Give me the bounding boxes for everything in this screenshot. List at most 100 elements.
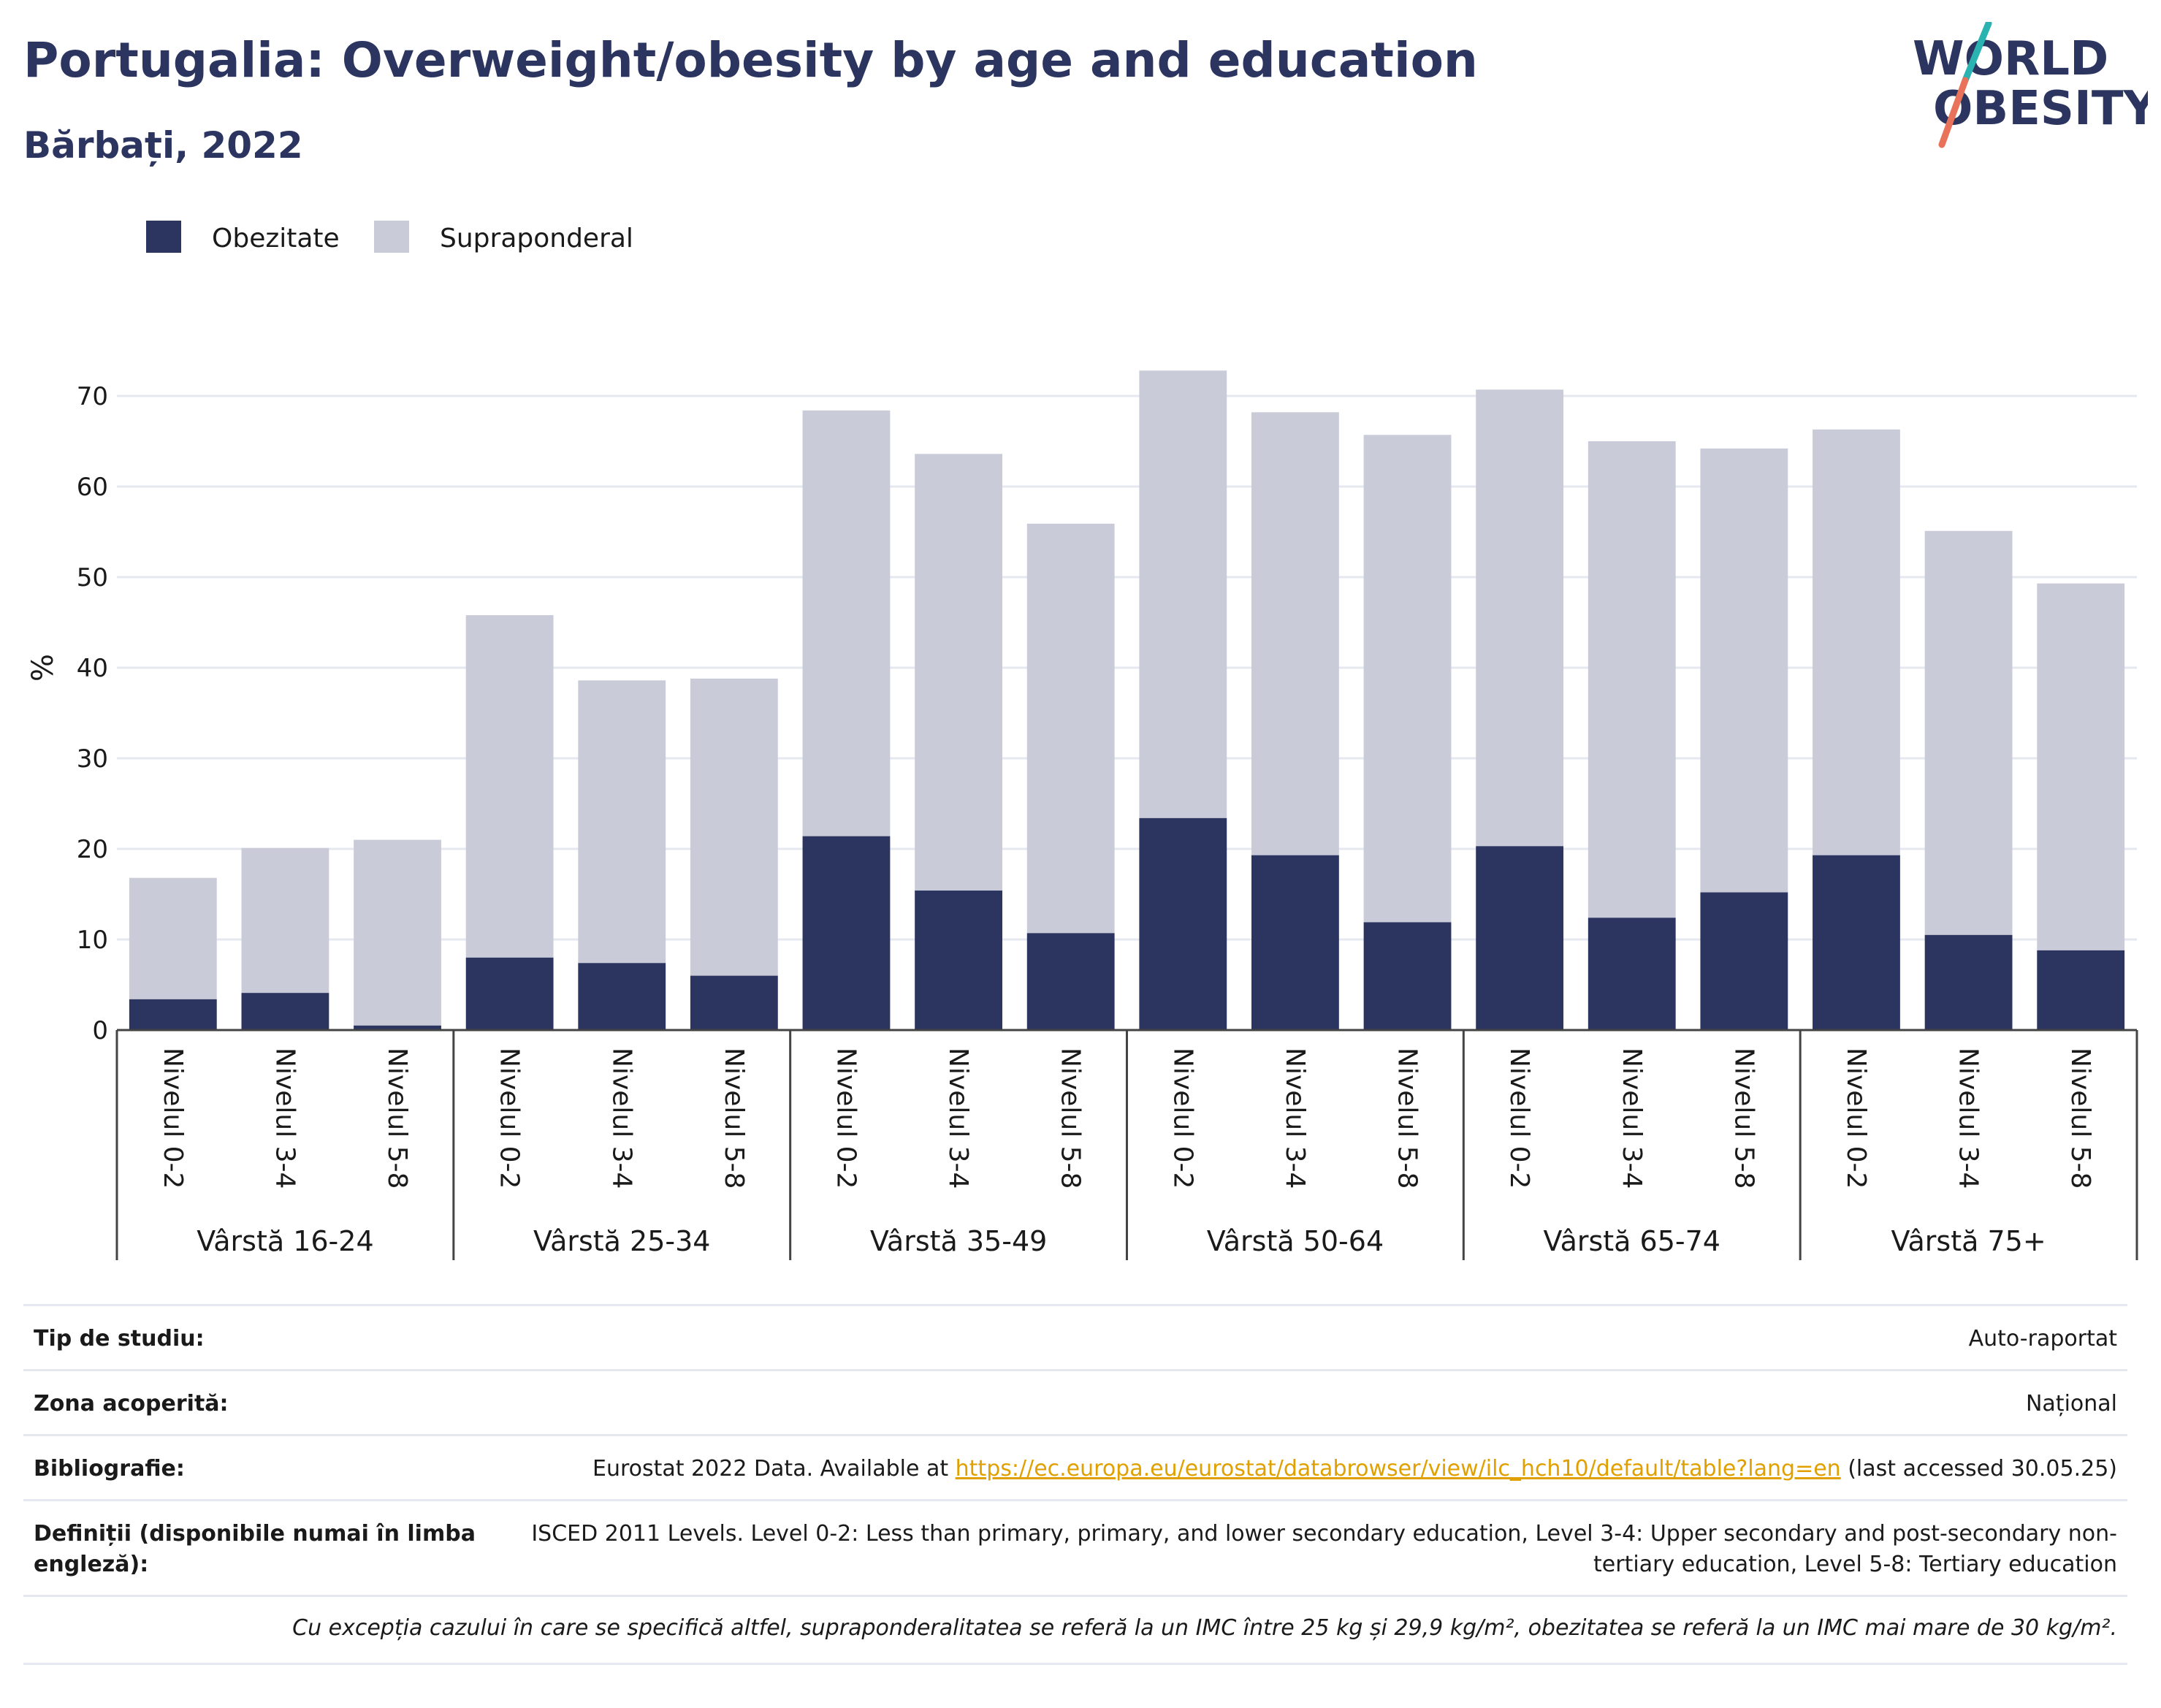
x-tick-label: Nivelul 3-4 <box>270 1048 300 1189</box>
x-tick-label: Nivelul 0-2 <box>831 1048 861 1189</box>
bar-obezitate <box>1476 846 1564 1030</box>
legend-swatch <box>146 221 181 253</box>
group-label: Vârstă 25-34 <box>533 1225 710 1257</box>
x-tick-label: Nivelul 5-8 <box>2065 1048 2095 1189</box>
x-tick-label: Nivelul 5-8 <box>719 1048 749 1189</box>
bar-obezitate <box>1139 817 1227 1030</box>
y-tick-label: 30 <box>77 744 108 774</box>
x-tick-label: Nivelul 0-2 <box>1504 1048 1534 1189</box>
bar-obezitate <box>2037 950 2125 1030</box>
bar-obezitate <box>1026 933 1115 1030</box>
y-tick-label: 20 <box>77 835 108 864</box>
bar-supraponderal <box>1251 412 1339 855</box>
info-value: Auto-raportat <box>1968 1326 2117 1351</box>
info-label: Definiții (disponibile numai în limba en… <box>34 1521 476 1577</box>
bar-obezitate <box>465 957 554 1030</box>
bar-supraponderal <box>1924 530 2013 935</box>
bar-obezitate <box>354 1025 441 1030</box>
info-row: Bibliografie: Eurostat 2022 Data. Availab… <box>23 1434 2127 1499</box>
bar-obezitate <box>1813 855 1900 1030</box>
bar-supraponderal <box>1588 441 1676 918</box>
chart-title: Portugalia: Overweight/obesity by age an… <box>23 32 1478 88</box>
x-tick-label: Nivelul 0-2 <box>495 1048 525 1189</box>
bar-supraponderal <box>690 678 778 976</box>
x-tick-label: Nivelul 0-2 <box>158 1048 188 1189</box>
bar-supraponderal <box>1363 435 1452 923</box>
y-axis-label: % <box>26 654 60 682</box>
bar-supraponderal <box>241 847 329 994</box>
x-axis: Nivelul 0-2 Nivelul 3-4 Nivelul 5-8 Vârstă … <box>115 1029 2138 1260</box>
bar-obezitate <box>1363 922 1452 1030</box>
bar-supraponderal <box>578 680 666 964</box>
group-label: Vârstă 65-74 <box>1544 1225 1720 1257</box>
y-tick-label: 10 <box>77 926 108 955</box>
bar-obezitate <box>1588 918 1676 1030</box>
bar-obezitate <box>1924 934 2013 1030</box>
group-label: Vârstă 75+ <box>1891 1225 2046 1257</box>
legend-label: Supraponderal <box>440 224 633 253</box>
info-label: Zona acoperită: <box>34 1391 229 1417</box>
info-table: Tip de studiu: Auto-raportat Zona acoperit… <box>23 1304 2127 1665</box>
x-tick-label: Nivelul 5-8 <box>1056 1048 1086 1189</box>
bars <box>129 370 2125 1030</box>
x-tick-label: Nivelul 0-2 <box>1841 1048 1871 1189</box>
footnote: Cu excepția cazului în care se specifică… <box>23 1595 2127 1665</box>
info-label: Tip de studiu: <box>34 1326 205 1351</box>
bar-supraponderal <box>1026 523 1115 934</box>
x-tick-label: Nivelul 3-4 <box>1617 1048 1647 1189</box>
bar-obezitate <box>578 963 666 1030</box>
bar-supraponderal <box>1813 429 1900 855</box>
info-row: Zona acoperită: Național <box>23 1369 2127 1434</box>
y-tick-label: 70 <box>77 382 108 411</box>
info-row: Definiții (disponibile numai în limba en… <box>23 1499 2127 1595</box>
info-label: Bibliografie: <box>34 1456 185 1482</box>
bar-obezitate <box>1700 892 1788 1030</box>
bar-supraponderal <box>1139 370 1227 818</box>
x-tick-label: Nivelul 5-8 <box>382 1048 412 1189</box>
group-label: Vârstă 16-24 <box>197 1225 373 1257</box>
bar-supraponderal <box>129 877 217 999</box>
bar-supraponderal <box>1476 389 1564 847</box>
x-tick-label: Nivelul 3-4 <box>1954 1048 1983 1189</box>
info-value: Național <box>2025 1391 2117 1417</box>
bar-obezitate <box>241 993 329 1030</box>
legend: Obezitate Supraponderal <box>146 221 633 253</box>
bar-supraponderal <box>1700 448 1788 893</box>
y-tick-label: 0 <box>92 1016 108 1045</box>
info-value: Eurostat 2022 Data. Available at https:/… <box>501 1454 2117 1484</box>
logo-word-world: WORLD <box>1913 32 2108 86</box>
x-tick-label: Nivelul 5-8 <box>1392 1048 1422 1189</box>
bibliography-link[interactable]: https://ec.europa.eu/eurostat/databrowse… <box>955 1456 1841 1482</box>
bar-supraponderal <box>915 454 1002 891</box>
stacked-bar-chart: Obezitate Supraponderal 010203040506070% … <box>26 221 2138 1260</box>
y-tick-label: 60 <box>77 473 108 502</box>
bibliography-prefix: Eurostat 2022 Data. Available at <box>592 1456 956 1482</box>
gridlines <box>117 394 2137 941</box>
x-tick-label: Nivelul 3-4 <box>1280 1048 1310 1189</box>
y-tick-label: 40 <box>77 654 108 683</box>
bar-supraponderal <box>465 615 554 958</box>
bar-obezitate <box>129 999 217 1030</box>
x-tick-label: Nivelul 3-4 <box>943 1048 973 1189</box>
group-label: Vârstă 50-64 <box>1207 1225 1384 1257</box>
world-obesity-logo: WORLD OBESITY <box>1913 22 2148 148</box>
info-value: ISCED 2011 Levels. Level 0-2: Less than … <box>531 1521 2117 1577</box>
info-row: Tip de studiu: Auto-raportat <box>23 1304 2127 1369</box>
bar-supraponderal <box>802 410 891 836</box>
logo-slash-teal <box>1962 22 1992 84</box>
group-label: Vârstă 35-49 <box>870 1225 1047 1257</box>
bar-supraponderal <box>354 839 441 1026</box>
bar-obezitate <box>915 891 1002 1030</box>
x-tick-label: Nivelul 3-4 <box>606 1048 636 1189</box>
y-axis: 0 10 20 30 40 50 60 70% <box>26 382 108 1045</box>
bar-obezitate <box>1251 855 1339 1030</box>
bibliography-suffix: (last accessed 30.05.25) <box>1840 1456 2117 1482</box>
y-tick-label: 50 <box>77 563 108 592</box>
bar-obezitate <box>690 975 778 1030</box>
logo-word-obesity: OBESITY <box>1933 82 2148 136</box>
bar-obezitate <box>802 836 891 1030</box>
chart-subtitle: Bărbați, 2022 <box>23 124 303 167</box>
x-tick-label: Nivelul 0-2 <box>1167 1048 1197 1189</box>
legend-swatch <box>374 221 409 253</box>
logo-slash-coral <box>1938 77 1969 148</box>
